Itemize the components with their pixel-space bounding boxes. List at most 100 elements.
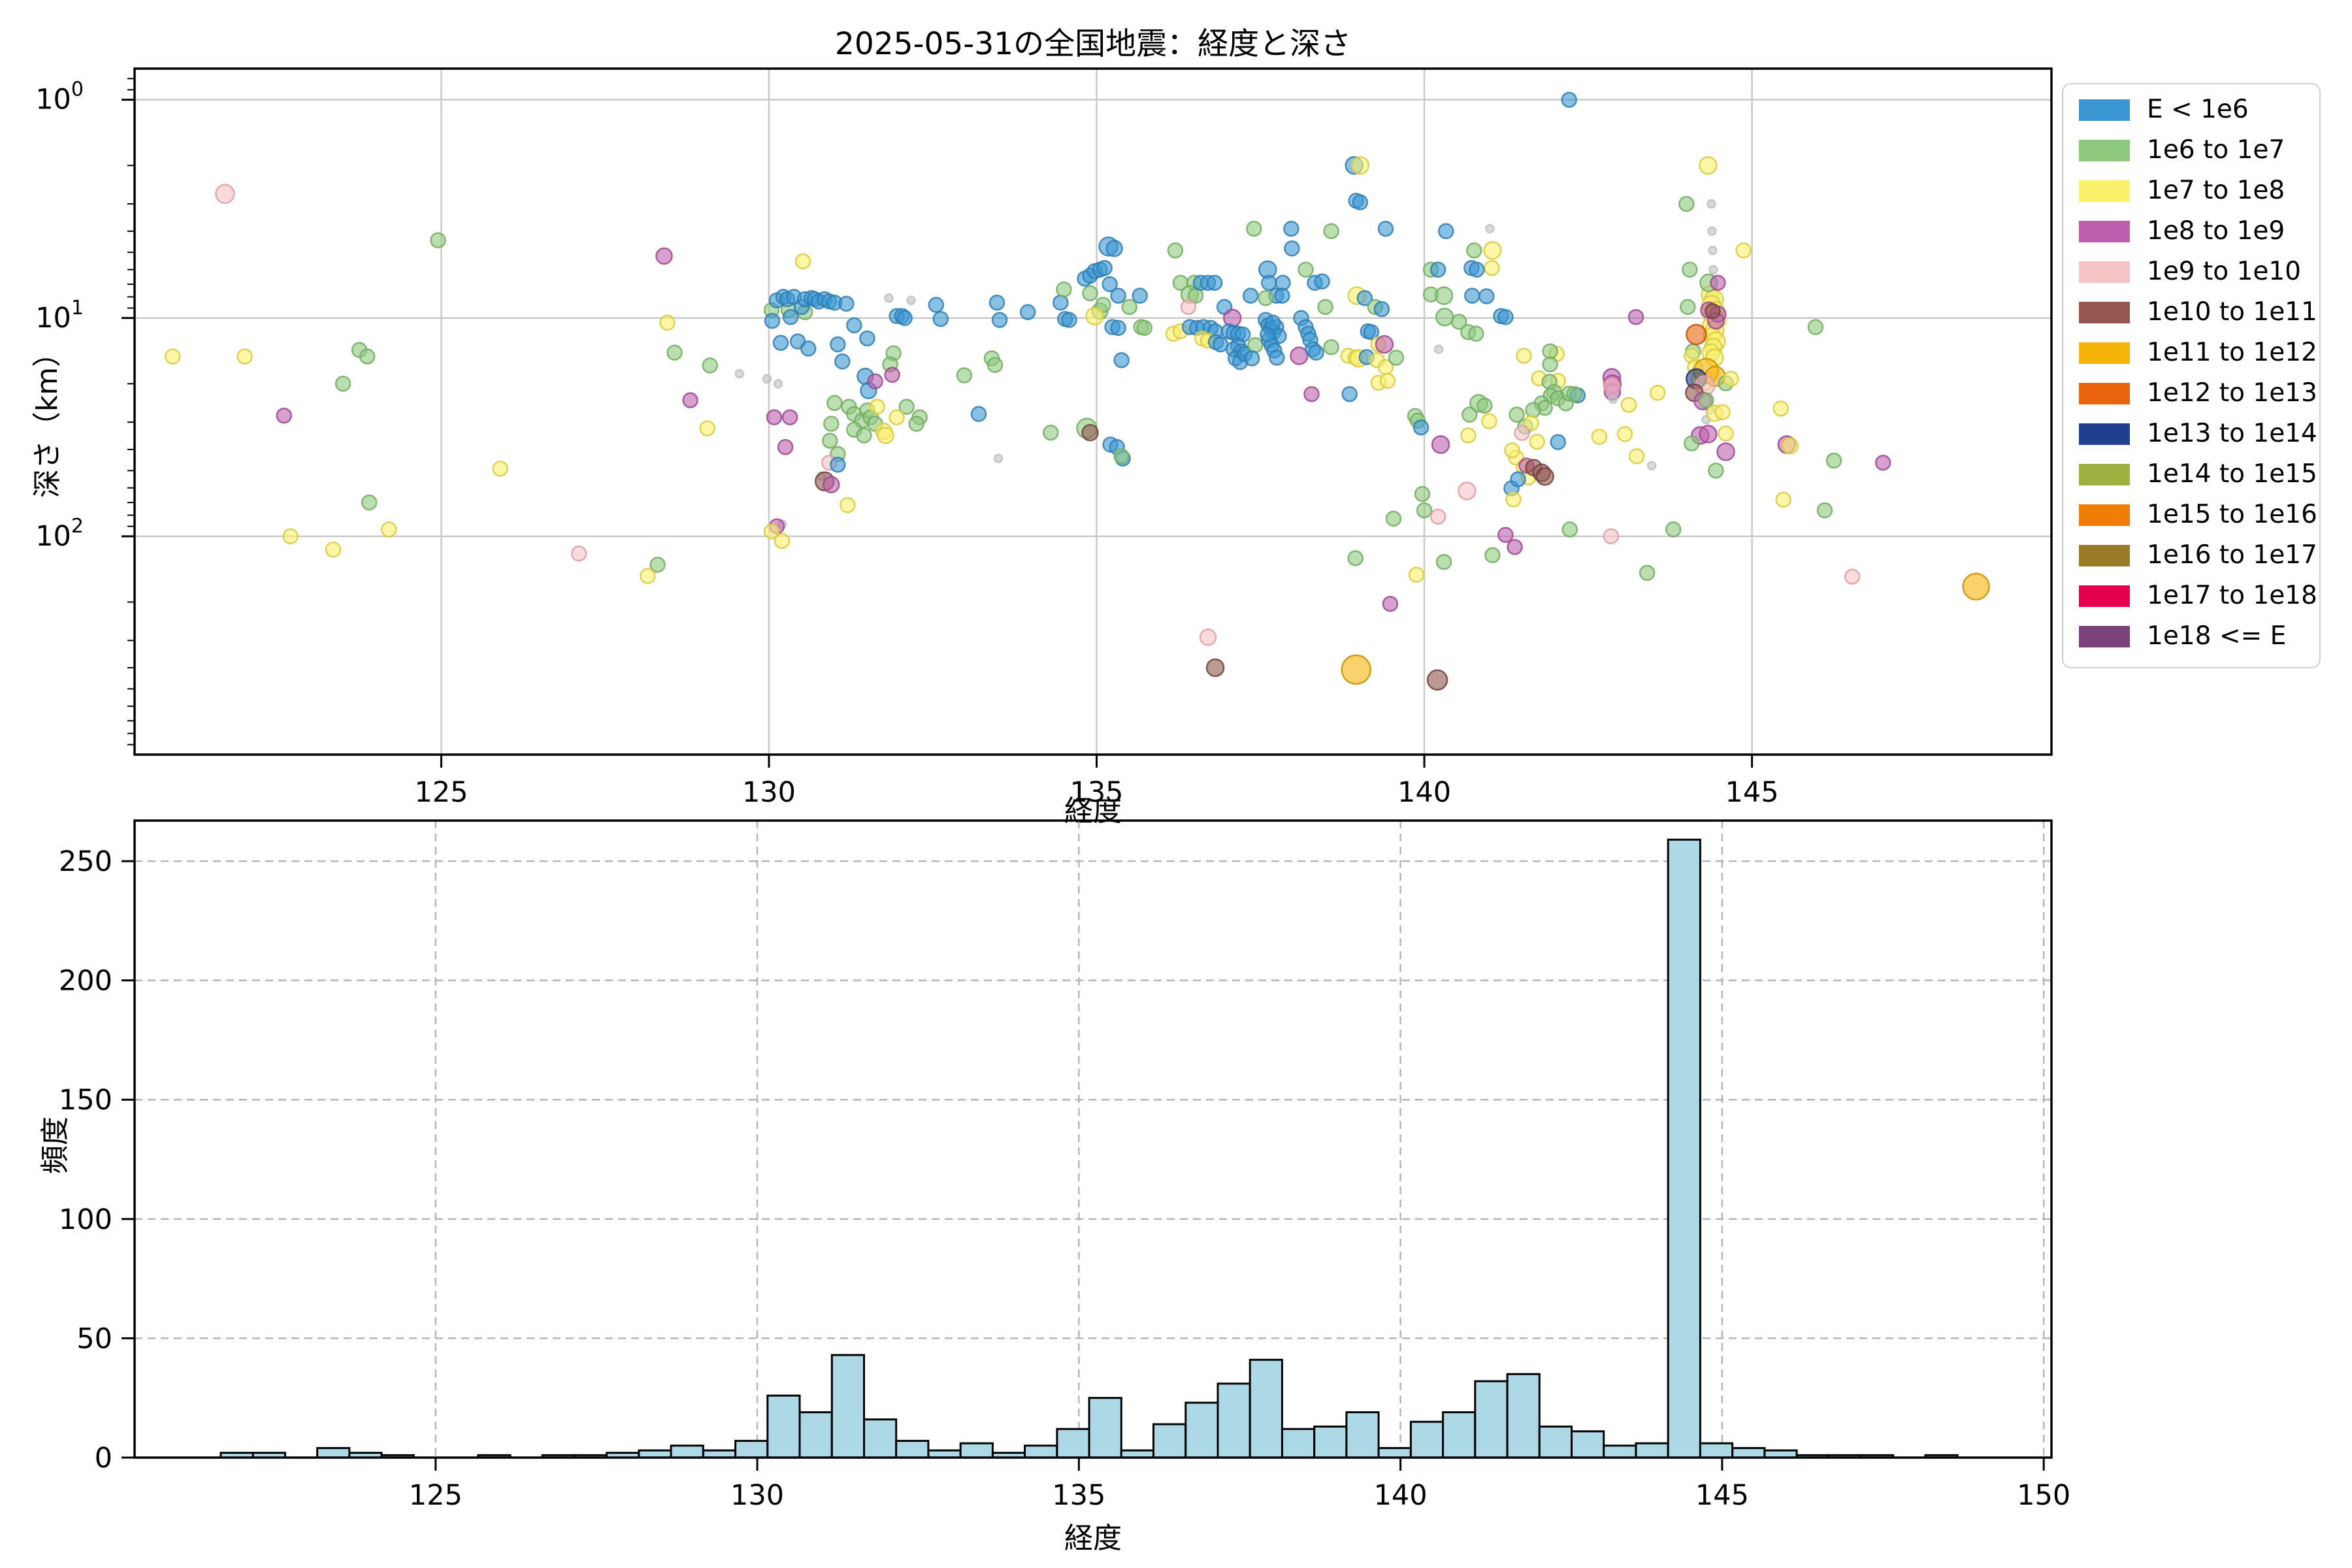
earthquake-point <box>1825 452 1842 469</box>
earthquake-point <box>1414 485 1431 502</box>
earthquake-point <box>1603 528 1620 545</box>
earthquake-point <box>1523 415 1539 431</box>
earthquake-point <box>1341 654 1371 685</box>
earthquake-point <box>1081 423 1099 442</box>
histogram-bar <box>863 1418 898 1459</box>
figure-title: 2025-05-31の全国地震：経度と深さ <box>834 26 1352 62</box>
earthquake-point <box>970 406 987 422</box>
legend-swatch <box>2079 99 2130 121</box>
earthquake-point <box>1509 406 1525 423</box>
earthquake-point <box>1466 242 1482 259</box>
legend-label: 1e6 to 1e7 <box>2147 135 2285 165</box>
earthquake-point <box>699 420 715 436</box>
earthquake-point <box>1323 223 1339 240</box>
earthquake-point <box>1772 400 1789 417</box>
earthquake-point <box>1484 259 1500 276</box>
earthquake-point <box>649 557 666 573</box>
scatter-ticks <box>122 99 1754 768</box>
earthquake-point <box>1514 425 1530 441</box>
scatter-spines <box>133 67 2053 756</box>
earthquake-point <box>1874 454 1891 471</box>
earthquake-point <box>1639 564 1656 581</box>
earthquake-point <box>1261 274 1277 291</box>
earthquake-point <box>1382 596 1399 612</box>
histogram-xtick-label: 135 <box>1052 1479 1105 1512</box>
histogram-bar <box>1281 1428 1316 1459</box>
earthquake-point <box>1775 491 1791 508</box>
earthquake-point <box>1708 246 1718 255</box>
earthquake-point <box>1206 274 1223 291</box>
earthquake-point <box>932 310 949 327</box>
legend-item: 1e13 to 1e14 <box>2079 421 2317 446</box>
earthquake-point <box>1298 261 1314 278</box>
earthquake-point <box>1464 287 1480 304</box>
earthquake-point <box>1561 521 1578 538</box>
earthquake-point <box>1426 669 1448 691</box>
earthquake-point <box>1258 289 1274 306</box>
earthquake-point <box>492 461 508 477</box>
legend-label: 1e15 to 1e16 <box>2147 500 2317 529</box>
earthquake-point <box>867 373 883 389</box>
earthquake-point <box>988 294 1005 311</box>
histogram-bar <box>1474 1380 1509 1459</box>
earthquake-point <box>1608 394 1618 404</box>
histogram-bar <box>1731 1446 1766 1459</box>
histogram-bar <box>766 1394 801 1459</box>
earthquake-point <box>1246 220 1262 237</box>
legend-item: 1e10 to 1e11 <box>2079 299 2317 325</box>
earthquake-point <box>164 348 181 365</box>
histogram-grid <box>135 821 2051 1459</box>
earthquake-point <box>1284 240 1300 257</box>
legend-label: 1e16 to 1e17 <box>2147 540 2317 570</box>
scatter-xtick-label: 145 <box>1725 776 1779 809</box>
earthquake-point <box>774 532 791 549</box>
earthquake-point <box>766 409 783 425</box>
legend-swatch <box>2079 180 2130 202</box>
earthquake-point <box>1212 336 1229 353</box>
legend-swatch <box>2079 342 2130 364</box>
earthquake-point <box>1510 471 1526 487</box>
earthquake-point <box>1121 299 1137 316</box>
legend-label: 1e18 <= E <box>2147 621 2287 651</box>
histogram-bar <box>1024 1445 1058 1459</box>
earthquake-point <box>1550 434 1566 450</box>
earthquake-point <box>834 353 851 370</box>
earthquake-point <box>702 357 718 374</box>
earthquake-point <box>1460 427 1477 444</box>
earthquake-point <box>1269 350 1285 366</box>
earthquake-point <box>1356 289 1373 306</box>
earthquake-point <box>1199 629 1217 646</box>
earthquake-point <box>1290 346 1309 365</box>
scatter-grid <box>135 69 2051 755</box>
histogram-ticks <box>122 860 2045 1471</box>
legend-item: 1e7 to 1e8 <box>2079 178 2285 203</box>
earthquake-point <box>1247 336 1264 353</box>
legend-item: 1e6 to 1e7 <box>2079 135 2285 165</box>
earthquake-point <box>1705 302 1721 319</box>
earthquake-point <box>1807 319 1824 335</box>
earthquake-point <box>773 379 783 389</box>
earthquake-point <box>1435 553 1452 570</box>
earthquake-point <box>1308 344 1324 361</box>
earthquake-point <box>822 433 838 449</box>
earthquake-point <box>1314 273 1330 290</box>
earthquake-point <box>1113 448 1130 465</box>
histogram-bar <box>734 1439 769 1459</box>
earthquake-point <box>1483 241 1502 260</box>
earthquake-point <box>1516 348 1532 364</box>
earthquake-point <box>1714 404 1731 421</box>
earthquake-point <box>1132 287 1148 304</box>
earthquake-point <box>1375 335 1394 354</box>
earthquake-point <box>276 407 292 424</box>
earthquake-point <box>640 568 656 584</box>
legend-swatch <box>2079 301 2130 323</box>
legend-swatch <box>2079 504 2130 526</box>
earthquake-point <box>1678 195 1695 212</box>
earthquake-point <box>1469 261 1485 278</box>
earthquake-point <box>1105 240 1123 257</box>
earthquake-point <box>1429 261 1446 278</box>
earthquake-point <box>1283 220 1299 237</box>
earthquake-point <box>1665 521 1682 538</box>
histogram-ytick-label: 150 <box>59 1084 112 1117</box>
earthquake-point <box>1462 406 1478 423</box>
